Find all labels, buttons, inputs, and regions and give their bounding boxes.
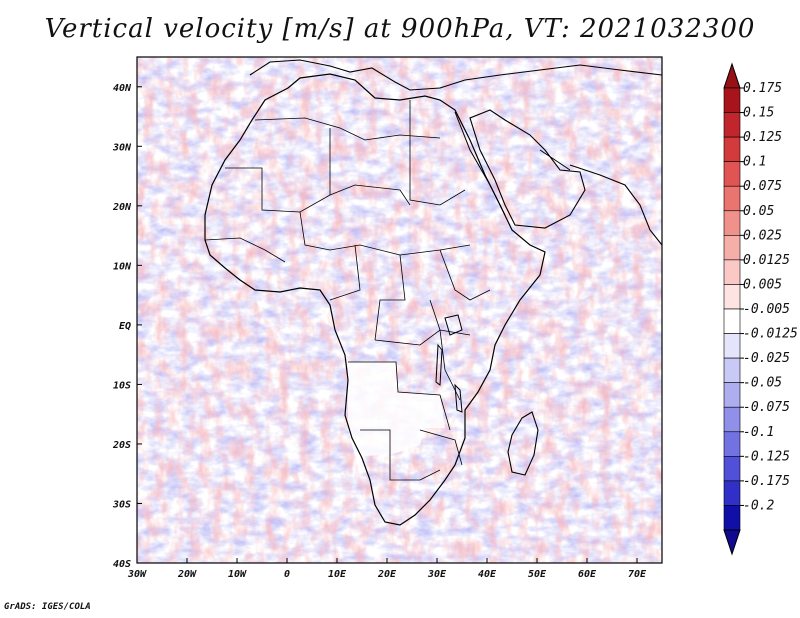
colorbar-label: -0.05 bbox=[743, 376, 782, 391]
colorbar-swatch bbox=[723, 431, 741, 457]
lon-tick-label: 30W bbox=[127, 569, 147, 580]
lat-tick-label: 10N bbox=[113, 261, 132, 272]
colorbar-swatch bbox=[723, 136, 741, 162]
colorbar-label: -0.005 bbox=[743, 302, 790, 317]
lat-tick-label: 30N bbox=[112, 142, 132, 153]
colorbar-label: 0.0125 bbox=[743, 253, 790, 268]
lat-tick-label: 20N bbox=[112, 202, 132, 213]
red-sea bbox=[454, 111, 506, 216]
lake-malawi bbox=[454, 383, 463, 413]
lat-tick-label: 30S bbox=[112, 499, 131, 510]
colorbar-swatch bbox=[723, 357, 741, 383]
colorbar-label: 0.1 bbox=[743, 155, 766, 170]
colorbar-swatch bbox=[723, 406, 741, 433]
asia-coastline bbox=[569, 164, 662, 246]
africa-coastline bbox=[204, 73, 546, 526]
colorbar-swatch bbox=[723, 161, 741, 187]
colorbar-label: 0.125 bbox=[743, 130, 782, 145]
colorbar-label: -0.0125 bbox=[743, 327, 798, 342]
colorbar-swatch bbox=[723, 480, 741, 506]
colorbar-label: -0.125 bbox=[743, 449, 790, 464]
credit-text: GrADS: IGES/COLA bbox=[4, 602, 91, 612]
colorbar-swatch bbox=[723, 259, 741, 285]
lake-victoria bbox=[444, 314, 463, 336]
colorbar-swatch bbox=[723, 308, 741, 334]
persian-gulf bbox=[539, 149, 571, 171]
colorbar-label: 0.15 bbox=[743, 106, 774, 121]
plot-frame bbox=[136, 56, 663, 564]
longitude-axis: 30W 20W 10W 0 10E 20E 30E 40E 50E 60E 70E bbox=[127, 558, 647, 580]
colorbar-swatch bbox=[723, 284, 741, 310]
lat-tick-label: EQ bbox=[119, 321, 131, 332]
colorbar-bottom-arrow bbox=[723, 529, 741, 556]
lon-tick-label: 20W bbox=[177, 569, 197, 580]
colorbar-label: 0.025 bbox=[743, 228, 782, 243]
colorbar-swatch bbox=[723, 112, 741, 138]
colorbar-swatch bbox=[723, 185, 741, 212]
lat-tick-label: 40N bbox=[113, 83, 132, 94]
map-title: Vertical velocity [m/s] at 900hPa, VT: 2… bbox=[44, 14, 756, 44]
colorbar-label: -0.2 bbox=[743, 498, 774, 513]
lon-tick-label: 70E bbox=[628, 569, 647, 580]
colorbar-label: -0.175 bbox=[743, 474, 790, 489]
colorbar-label: 0.05 bbox=[743, 204, 774, 219]
colorbar-label: 0.175 bbox=[743, 81, 782, 96]
lon-tick-label: 50E bbox=[528, 569, 547, 580]
madagascar bbox=[507, 411, 539, 476]
colorbar-swatch bbox=[723, 235, 741, 261]
colorbar: 0.175 0.15 0.125 0.1 0.075 0.05 0.025 0.0125 0.0… bbox=[723, 62, 798, 556]
calm-region bbox=[348, 362, 445, 456]
colorbar-swatch bbox=[723, 382, 741, 408]
lon-tick-label: 20E bbox=[377, 569, 397, 580]
colorbar-swatch bbox=[723, 210, 741, 236]
colorbar-label: 0.005 bbox=[743, 277, 782, 292]
colorbar-label: -0.025 bbox=[743, 351, 790, 366]
lon-tick-label: 40E bbox=[478, 569, 497, 580]
lat-tick-label: 40S bbox=[113, 559, 131, 570]
lon-tick-label: 30E bbox=[427, 569, 447, 580]
lon-tick-label: 0 bbox=[284, 569, 290, 580]
lon-tick-label: 10W bbox=[228, 569, 247, 580]
colorbar-swatch bbox=[723, 333, 741, 359]
arabia-coastline bbox=[469, 109, 586, 229]
colorbar-swatch bbox=[723, 505, 741, 531]
lat-tick-label: 20S bbox=[112, 440, 131, 451]
velocity-field bbox=[137, 57, 662, 563]
colorbar-swatch bbox=[723, 456, 741, 482]
europe-coastline bbox=[249, 59, 662, 91]
colorbar-label: -0.075 bbox=[743, 400, 790, 415]
latitude-axis: 40N 30N 20N 10N EQ 10S 20S 30S 40S bbox=[112, 83, 142, 570]
lon-tick-label: 10E bbox=[328, 569, 347, 580]
colorbar-label: 0.075 bbox=[743, 179, 782, 194]
lake-tanganyika bbox=[435, 343, 443, 386]
lon-tick-label: 60E bbox=[578, 569, 597, 580]
colorbar-swatch bbox=[723, 87, 741, 113]
lat-tick-label: 10S bbox=[113, 380, 131, 391]
colorbar-top-arrow bbox=[723, 62, 741, 89]
colorbar-label: -0.1 bbox=[743, 425, 774, 440]
map-plot-area bbox=[137, 57, 662, 563]
